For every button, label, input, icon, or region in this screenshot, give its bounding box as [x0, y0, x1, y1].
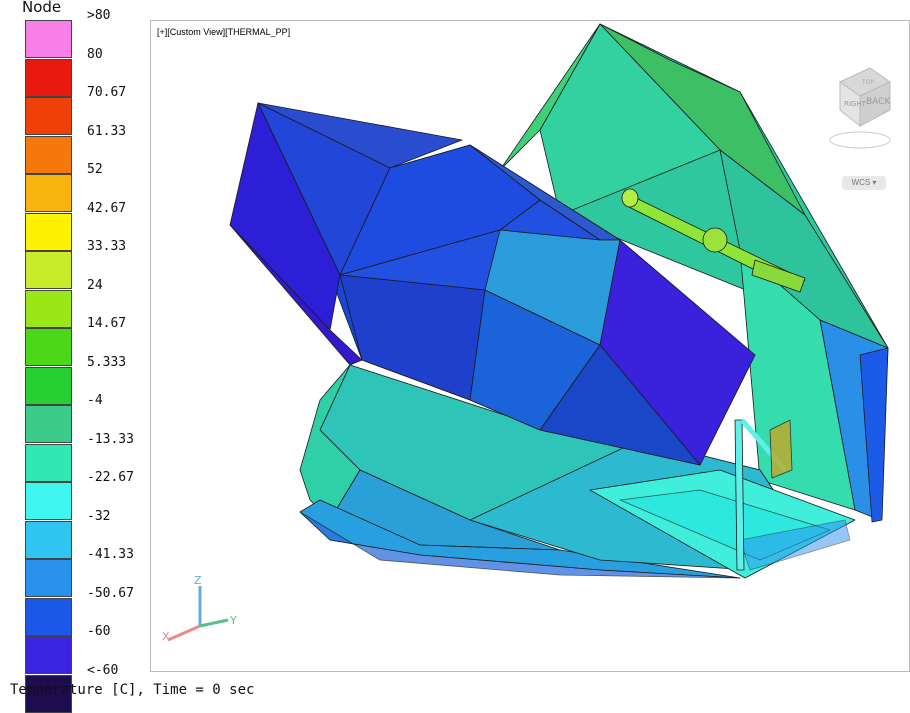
legend-swatch — [25, 212, 72, 251]
legend-swatch — [25, 559, 72, 597]
viewcube-right-label[interactable]: RIGHT — [844, 100, 867, 108]
legend-label: -50.67 — [87, 585, 134, 601]
legend-label: 61.33 — [87, 123, 127, 139]
legend-label: 24 — [87, 277, 103, 293]
legend-label: -32 — [87, 508, 111, 524]
legend-label: 5.333 — [87, 354, 127, 370]
viewcube-icon[interactable]: RIGHT BACK TOP — [822, 60, 898, 164]
legend-swatch — [25, 597, 72, 636]
legend-label: -22.67 — [87, 470, 134, 485]
triad-y-label: Y — [229, 614, 237, 627]
color-legend: >80 80 70.67 61.33 52 42.67 33.33 24 14.67 5.333 -… — [25, 0, 165, 713]
legend-label: 70.67 — [87, 85, 127, 100]
triad-x-label: X — [162, 630, 170, 643]
legend-swatch — [25, 482, 72, 520]
legend-swatch — [25, 135, 72, 174]
result-caption: Temperature [C], Time = 0 sec — [10, 682, 255, 698]
legend-label: 33.33 — [87, 239, 127, 254]
legend-label: <-60 — [87, 662, 119, 678]
legend-title: Node — [22, 0, 62, 16]
legend-swatch — [25, 174, 72, 212]
wcs-label: WCS — [851, 178, 871, 187]
legend-swatch — [25, 20, 72, 58]
legend-swatch — [25, 289, 72, 328]
legend-swatch — [25, 251, 72, 289]
legend-label: -60 — [87, 624, 111, 639]
legend-swatch — [25, 443, 72, 482]
thermal-model-mesh[interactable] — [150, 20, 890, 620]
legend-swatch — [25, 97, 72, 135]
axis-triad-icon: Z Y X — [162, 574, 237, 643]
legend-swatch — [25, 328, 72, 366]
legend-swatch — [25, 405, 72, 443]
legend-swatch — [25, 520, 72, 559]
wcs-menu-button[interactable]: WCS ▾ — [842, 176, 886, 190]
legend-label: 42.67 — [87, 200, 127, 216]
legend-label: 80 — [87, 46, 103, 62]
triad-z-label: Z — [194, 574, 202, 587]
viewcube-back-label[interactable]: BACK — [866, 97, 891, 107]
legend-label: -41.33 — [87, 547, 134, 562]
legend-swatch — [25, 366, 72, 405]
legend-label: >80 — [87, 8, 111, 23]
legend-label: -4 — [87, 393, 103, 408]
legend-label: 52 — [87, 162, 103, 177]
viewcube-top-label[interactable]: TOP — [861, 79, 874, 86]
legend-swatch — [25, 58, 72, 97]
view-label[interactable]: [+][Custom View][THERMAL_PP] — [157, 27, 291, 37]
legend-label: -13.33 — [87, 431, 134, 447]
legend-label: 14.67 — [87, 316, 127, 331]
legend-swatch — [25, 636, 72, 674]
